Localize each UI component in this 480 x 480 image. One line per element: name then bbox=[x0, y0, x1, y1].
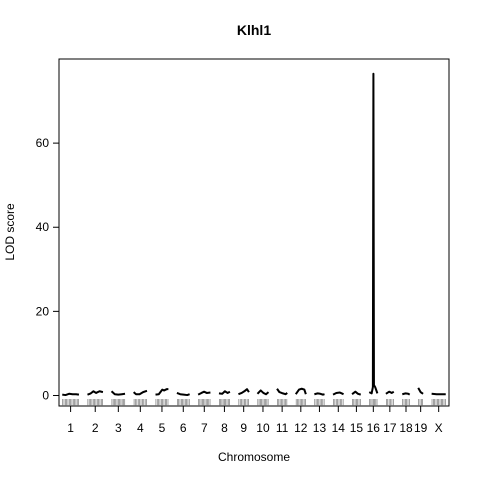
y-tick-label: 20 bbox=[36, 304, 50, 318]
lod-curve-chr-1 bbox=[62, 392, 80, 397]
lod-curve-chr-13 bbox=[314, 392, 325, 396]
lod-curve-chr-18 bbox=[402, 392, 411, 396]
x-tick-label: 6 bbox=[180, 421, 187, 435]
lod-curve-chr-14 bbox=[332, 391, 344, 396]
lod-curve-chr-6 bbox=[176, 392, 190, 397]
lod-curve-chr-16 bbox=[368, 72, 379, 395]
lod-curve-chr-8 bbox=[218, 390, 231, 395]
lod-curve-chr-12 bbox=[294, 387, 307, 395]
y-axis: 0 20 40 60 bbox=[36, 136, 59, 402]
lod-curve-chr-9 bbox=[238, 388, 250, 396]
lod-curve-chr-4 bbox=[132, 389, 148, 396]
x-tick-label: 11 bbox=[276, 421, 289, 435]
x-tick-label: 8 bbox=[221, 421, 228, 435]
lod-curve-chr-3 bbox=[110, 390, 126, 396]
lod-curve-chr-11 bbox=[276, 388, 288, 396]
lod-curves bbox=[62, 72, 446, 397]
lod-curve-chr-10 bbox=[256, 389, 270, 396]
lod-curve-chr-7 bbox=[197, 390, 211, 396]
lod-curve-chr-5 bbox=[155, 388, 169, 396]
x-tick-label: 5 bbox=[159, 421, 166, 435]
x-tick-label: 17 bbox=[383, 421, 397, 435]
x-tick-label: X bbox=[435, 421, 443, 435]
lod-curve-chr-17 bbox=[385, 390, 395, 395]
y-tick-label: 40 bbox=[36, 220, 50, 234]
marker-rug bbox=[62, 399, 446, 406]
x-tick-label: 15 bbox=[350, 421, 364, 435]
x-tick-label: 1 bbox=[67, 421, 74, 435]
x-tick-label: 4 bbox=[137, 421, 144, 435]
lod-curve-chr-2 bbox=[87, 390, 104, 396]
x-tick-label: 7 bbox=[201, 421, 208, 435]
x-tick-label: 14 bbox=[332, 421, 346, 435]
lod-curve-chr-15 bbox=[351, 390, 362, 396]
x-axis-label: Chromosome bbox=[218, 450, 290, 464]
x-tick-label: 3 bbox=[115, 421, 122, 435]
x-tick-label: 12 bbox=[294, 421, 308, 435]
x-tick-label: 9 bbox=[240, 421, 247, 435]
x-tick-label: 19 bbox=[414, 421, 428, 435]
y-axis-label: LOD score bbox=[3, 203, 17, 261]
x-tick-label: 2 bbox=[92, 421, 99, 435]
chart-title: Klhl1 bbox=[237, 22, 271, 38]
x-tick-label: 10 bbox=[256, 421, 270, 435]
x-tick-label: 18 bbox=[399, 421, 413, 435]
lod-curve-chr-19 bbox=[417, 387, 424, 395]
x-tick-label: 16 bbox=[367, 421, 381, 435]
y-tick-label: 60 bbox=[36, 136, 50, 150]
x-tick-label: 13 bbox=[313, 421, 327, 435]
plot-frame bbox=[58, 58, 450, 407]
y-tick-label: 0 bbox=[42, 388, 49, 402]
x-axis: 1 2 3 4 5 6 7 8 9 10 11 12 13 14 15 16 17 18 19 X bbox=[67, 406, 443, 435]
